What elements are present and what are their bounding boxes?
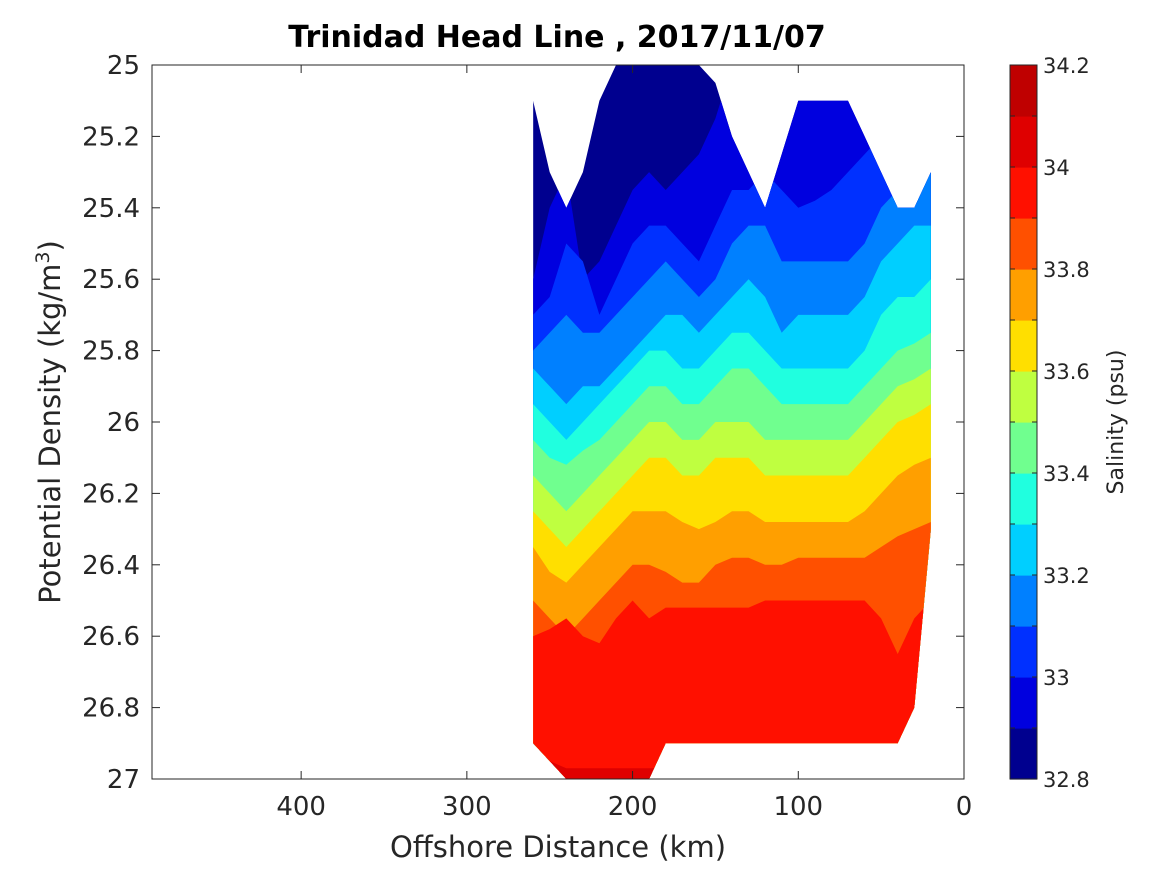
- colorbar-tick-label: 33.6: [1043, 360, 1090, 384]
- x-tick-label: 0: [956, 792, 973, 822]
- y-tick-label: 25.2: [82, 122, 140, 152]
- x-tick-label: 400: [276, 792, 326, 822]
- y-axis-label: Potential Density (kg/m3): [32, 240, 67, 604]
- colorbar-tick-label: 33: [1043, 666, 1070, 690]
- colorbar-segment: [1010, 473, 1037, 525]
- chart-title: Trinidad Head Line , 2017/11/07: [288, 20, 825, 55]
- y-tick-label: 25.4: [82, 194, 140, 224]
- y-axis-ticks: 25 25.2 25.4 25.6 25.8 26 26.2 26.4 26.6 26.8 27: [82, 51, 964, 795]
- y-tick-label: 27: [107, 765, 140, 795]
- colorbar-segment: [1010, 575, 1037, 627]
- colorbar-segment: [1010, 371, 1037, 423]
- colorbar-segment: [1010, 524, 1037, 576]
- y-tick-label: 25.6: [82, 265, 140, 295]
- y-tick-label: 26.6: [82, 622, 140, 652]
- colorbar: 32.8 33 33.2 33.4 33.6 33.8 34 34.2: [1009, 54, 1090, 792]
- colorbar-segment: [1010, 269, 1037, 321]
- colorbar-segment: [1010, 65, 1037, 117]
- colorbar-tick-label: 34.2: [1043, 54, 1090, 78]
- colorbar-segment: [1010, 320, 1037, 372]
- colorbar-segment: [1010, 218, 1037, 270]
- y-tick-label: 26.8: [82, 694, 140, 724]
- x-axis-label: Offshore Distance (km): [390, 830, 726, 864]
- salinity-band-34.1: [533, 600, 931, 779]
- y-tick-label: 26.2: [82, 479, 140, 509]
- x-tick-label: 100: [773, 792, 823, 822]
- colorbar-segment: [1010, 167, 1037, 219]
- colorbar-tick-label: 34: [1043, 156, 1070, 180]
- colorbar-tick-label: 33.2: [1043, 564, 1090, 588]
- colorbar-tick-label: 32.8: [1043, 768, 1090, 792]
- colorbar-segment: [1010, 422, 1037, 474]
- x-axis-ticks: 400 300 200 100 0: [276, 65, 972, 822]
- colorbar-tick-label: 33.8: [1043, 258, 1090, 282]
- colorbar-segment: [1010, 116, 1037, 168]
- x-tick-label: 200: [608, 792, 658, 822]
- colorbar-segment: [1010, 677, 1037, 729]
- salinity-contour-bands: [533, 65, 931, 779]
- x-tick-label: 300: [442, 792, 492, 822]
- y-tick-label: 25.8: [82, 337, 140, 367]
- colorbar-label: Salinity (psu): [1104, 350, 1129, 495]
- y-tick-label: 25: [107, 51, 140, 81]
- colorbar-segment: [1010, 626, 1037, 678]
- colorbar-segment: [1010, 728, 1037, 780]
- colorbar-tick-label: 33.4: [1043, 462, 1090, 486]
- y-tick-label: 26.4: [82, 551, 140, 581]
- y-tick-label: 26: [107, 408, 140, 438]
